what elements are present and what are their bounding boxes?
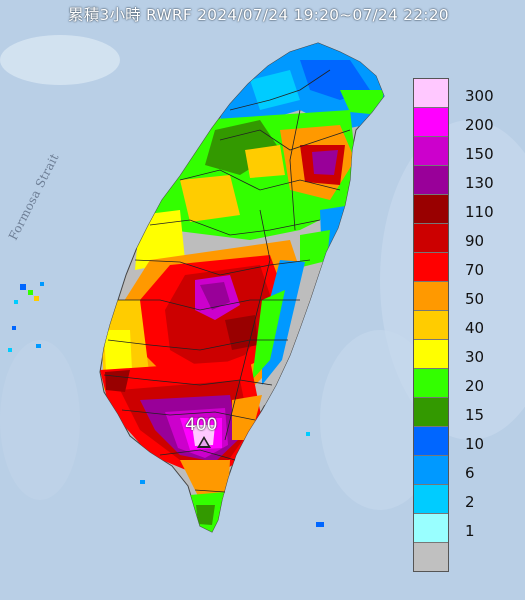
peak-marker-icon <box>197 436 211 448</box>
legend-swatch <box>414 398 448 427</box>
legend-swatch <box>414 427 448 456</box>
legend-label: 110 <box>465 194 520 223</box>
legend-swatch <box>414 195 448 224</box>
legend-label-text: 150 <box>465 145 494 164</box>
map-title: 累積3小時 RWRF 2024/07/24 19:20~07/24 22:20 <box>68 6 449 24</box>
legend-swatch <box>414 224 448 253</box>
boundary-lines <box>103 69 351 493</box>
legend-labels: 300 200 150 130 110 90 70 50 40 30 20 15 10 6 2 1 <box>465 78 520 570</box>
legend-label: 90 <box>465 223 520 252</box>
legend-label: 2 <box>465 483 520 512</box>
legend-label-text: 10 <box>465 434 485 453</box>
legend-label: 50 <box>465 281 520 310</box>
legend-label-text: 90 <box>465 232 485 251</box>
color-legend <box>413 78 449 572</box>
legend-label-text: 2 <box>465 492 475 511</box>
cloud <box>0 340 80 500</box>
legend-label-text: 20 <box>465 376 485 395</box>
legend-label: 6 <box>465 454 520 483</box>
legend-swatch <box>414 514 448 543</box>
legend-label-text: 130 <box>465 174 494 193</box>
legend-label: 300 <box>465 78 520 107</box>
cloud <box>320 330 440 510</box>
legend-label-text: 50 <box>465 290 485 309</box>
legend-label-text: 300 <box>465 87 494 106</box>
legend-label-text: 1 <box>465 521 475 540</box>
legend-label: 30 <box>465 338 520 367</box>
legend-label: 150 <box>465 136 520 165</box>
offshore-echoes <box>8 282 324 527</box>
legend-label: 1 <box>465 512 520 541</box>
legend-swatch <box>414 485 448 514</box>
legend-label-text: 30 <box>465 347 485 366</box>
legend-label: 20 <box>465 367 520 396</box>
legend-label: 70 <box>465 252 520 281</box>
legend-label-text: 40 <box>465 318 485 337</box>
legend-swatch <box>414 543 448 571</box>
legend-label-text: 15 <box>465 405 485 424</box>
legend-swatch <box>414 108 448 137</box>
legend-swatch <box>414 166 448 195</box>
legend-swatch <box>414 311 448 340</box>
legend-label: 15 <box>465 396 520 425</box>
legend-label: 200 <box>465 107 520 136</box>
rainfall-zones <box>100 43 384 532</box>
legend-swatch <box>414 253 448 282</box>
legend-swatch <box>414 79 448 108</box>
legend-label: 10 <box>465 425 520 454</box>
peak-value-label: 400 <box>185 415 218 435</box>
legend-label-text: 6 <box>465 463 475 482</box>
legend-swatch <box>414 456 448 485</box>
legend-label: 40 <box>465 310 520 339</box>
legend-swatch <box>414 282 448 311</box>
legend-swatch <box>414 340 448 369</box>
legend-label <box>465 541 520 570</box>
legend-label-text: 70 <box>465 261 485 280</box>
legend-label-text: 110 <box>465 203 494 222</box>
legend-label: 130 <box>465 165 520 194</box>
legend-label-text: 200 <box>465 116 494 135</box>
legend-swatch <box>414 137 448 166</box>
cloud <box>0 35 120 85</box>
legend-swatch <box>414 369 448 398</box>
